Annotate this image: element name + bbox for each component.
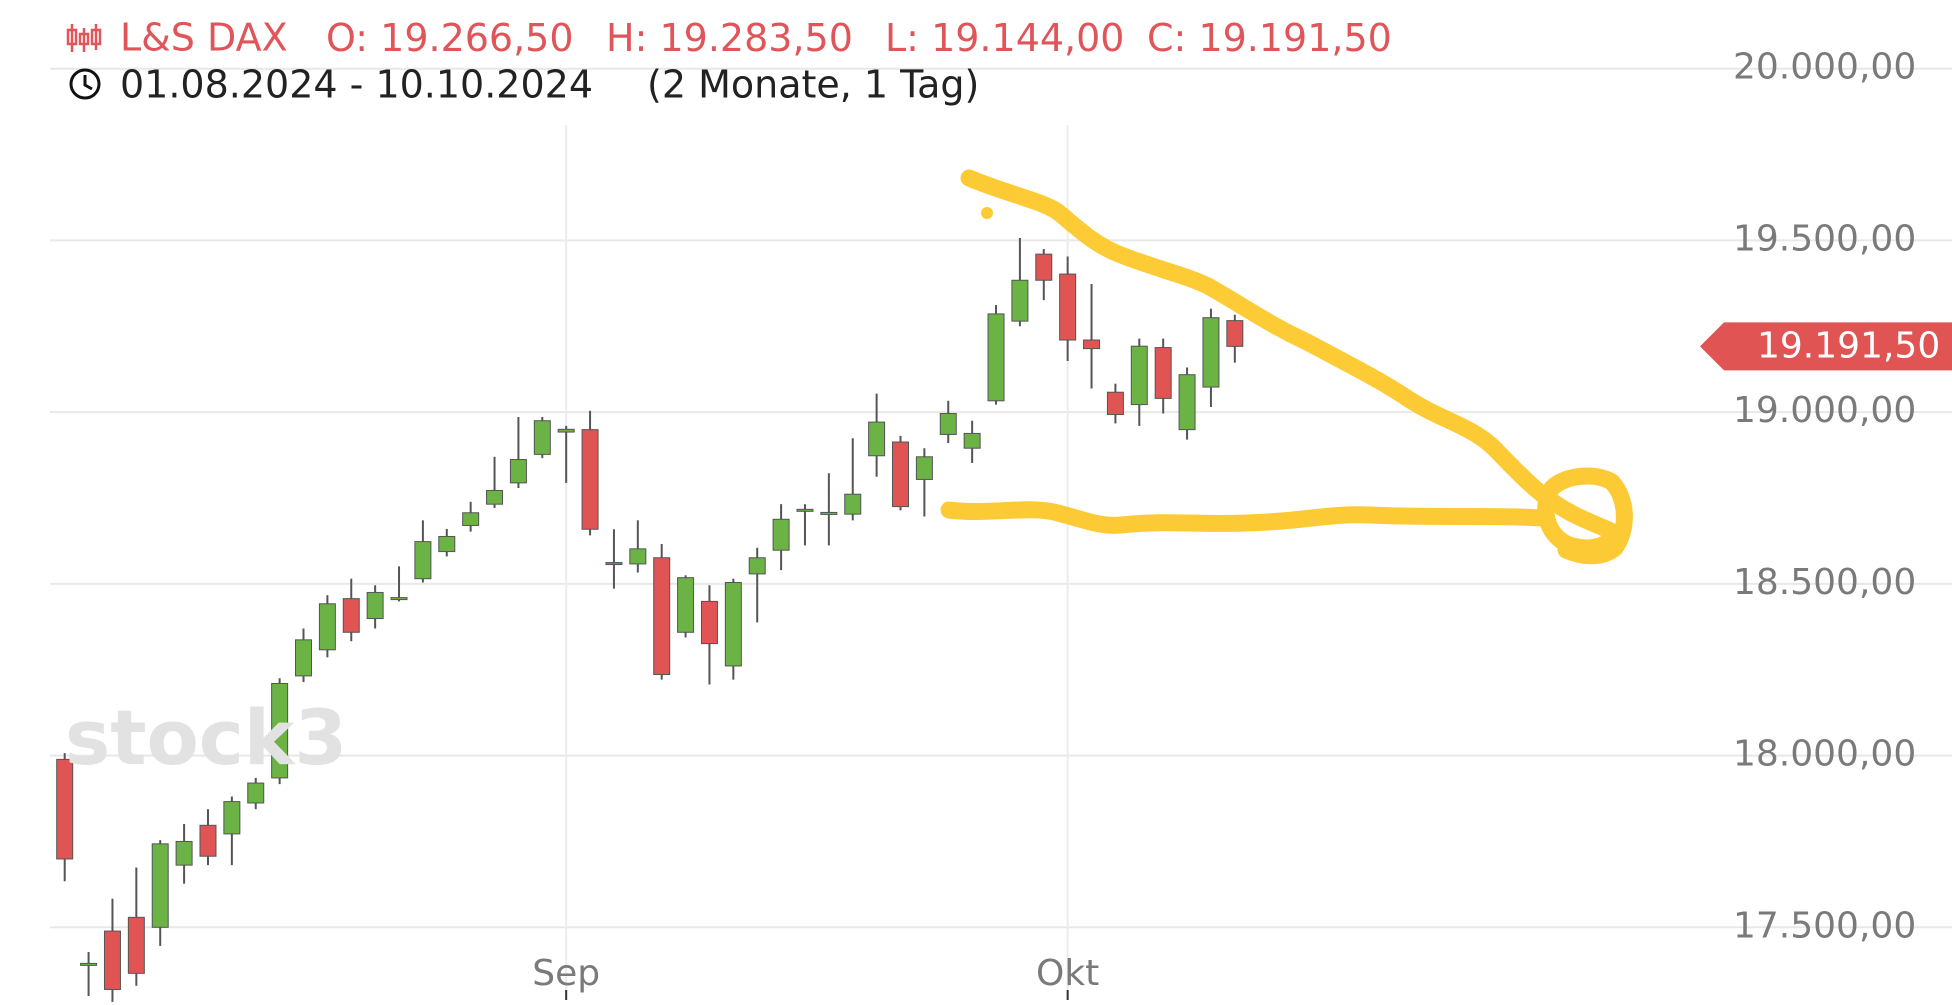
candle-body xyxy=(892,441,909,508)
candle-body xyxy=(199,824,217,857)
triangle-upper-stroke xyxy=(960,169,1633,565)
candle-body xyxy=(175,840,193,866)
candle-body xyxy=(939,413,957,435)
candle-body xyxy=(724,581,742,667)
candle-body xyxy=(1202,317,1220,388)
duration: (2 Monate, 1 Tag) xyxy=(647,63,979,107)
candle-body xyxy=(1083,339,1101,350)
candle-body xyxy=(844,493,862,515)
y-axis: 17.500,00 18.000,00 18.500,00 19.000,00 19.5… xyxy=(532,47,1952,1000)
candle-body xyxy=(247,782,265,804)
candle-body xyxy=(700,600,718,645)
ohlc-header: O: 19.266,50 H: 19.283,50 L: 19.144,00 C: 1… xyxy=(326,16,1392,60)
clock-icon xyxy=(69,68,101,100)
candle-body xyxy=(223,801,241,835)
field-label: C: xyxy=(1147,16,1186,60)
field-label: L: xyxy=(885,16,919,60)
field-value: 19.283,50 xyxy=(659,16,852,60)
ohlc-field: L: 19.144,00 xyxy=(885,16,1124,60)
y-tick-label: 19.000,00 xyxy=(1733,390,1916,431)
candle-body xyxy=(390,597,408,601)
candle-body xyxy=(462,512,480,526)
hand-dot xyxy=(981,207,993,219)
field-value: 19.266,50 xyxy=(380,16,573,60)
candle-body xyxy=(796,508,814,512)
candle-body xyxy=(987,313,1005,402)
candle-body xyxy=(557,428,575,433)
candle-body xyxy=(1154,347,1172,399)
candle-body xyxy=(438,535,456,553)
y-tick-label: 18.000,00 xyxy=(1733,734,1916,775)
candle-body xyxy=(151,843,169,928)
candle-body xyxy=(772,518,790,551)
hand-drawing xyxy=(940,169,1633,565)
header-icon xyxy=(66,24,102,52)
price-marker-label: 19.191,50 xyxy=(1757,325,1940,366)
field-value: 19.144,00 xyxy=(931,16,1124,60)
ohlc-field: O: 19.266,50 xyxy=(326,16,574,60)
candle-body xyxy=(1035,253,1053,281)
y-tick-label: 17.500,00 xyxy=(1733,905,1916,946)
candle-body xyxy=(486,489,504,505)
field-label: H: xyxy=(606,16,647,60)
candle-body xyxy=(1178,374,1196,431)
candle-body xyxy=(414,541,432,580)
candle-body xyxy=(1059,273,1077,341)
candle-body xyxy=(963,432,981,449)
candle-body xyxy=(653,557,671,676)
instrument: L&S DAX xyxy=(120,16,288,60)
candle-body xyxy=(1011,279,1029,322)
candle-body xyxy=(318,603,336,651)
period: 01.08.2024 - 10.10.2024 xyxy=(120,63,593,107)
candle-body xyxy=(342,598,360,633)
candle-body xyxy=(271,682,289,779)
grid xyxy=(50,67,1952,996)
watermark: stock3 xyxy=(65,693,347,782)
candle-body xyxy=(509,459,527,484)
candle-body xyxy=(1130,345,1148,406)
candle-body xyxy=(295,639,312,677)
y-tick-label: 19.500,00 xyxy=(1733,218,1916,259)
field-value: 19.191,50 xyxy=(1198,16,1391,60)
candle-body xyxy=(103,930,121,990)
y-tick-label: 18.500,00 xyxy=(1733,562,1916,603)
field-label: O: xyxy=(326,16,368,60)
candle-body xyxy=(1226,320,1244,347)
ohlc-field: H: 19.283,50 xyxy=(606,16,853,60)
ohlc-field: C: 19.191,50 xyxy=(1147,16,1392,60)
candle-body xyxy=(820,511,838,515)
x-tick-label: Sep xyxy=(532,953,600,994)
candle-body xyxy=(748,557,766,575)
price-marker xyxy=(1700,322,1952,371)
y-tick-label: 20.000,00 xyxy=(1733,47,1916,88)
candle-body xyxy=(915,456,933,480)
candle-body xyxy=(366,591,384,620)
candles xyxy=(56,238,1244,1002)
candle-body xyxy=(605,562,623,566)
x-tick-label: Okt xyxy=(1036,953,1099,994)
candle-body xyxy=(677,577,695,633)
candle-body xyxy=(80,962,98,966)
candle-body xyxy=(1106,391,1124,416)
triangle-lower-stroke xyxy=(940,501,1553,534)
candle-body xyxy=(533,420,551,455)
candle-body xyxy=(56,758,74,860)
candle-body xyxy=(581,429,599,530)
candle-body xyxy=(868,421,886,457)
candle-body xyxy=(127,916,145,974)
candle-body xyxy=(629,548,647,565)
